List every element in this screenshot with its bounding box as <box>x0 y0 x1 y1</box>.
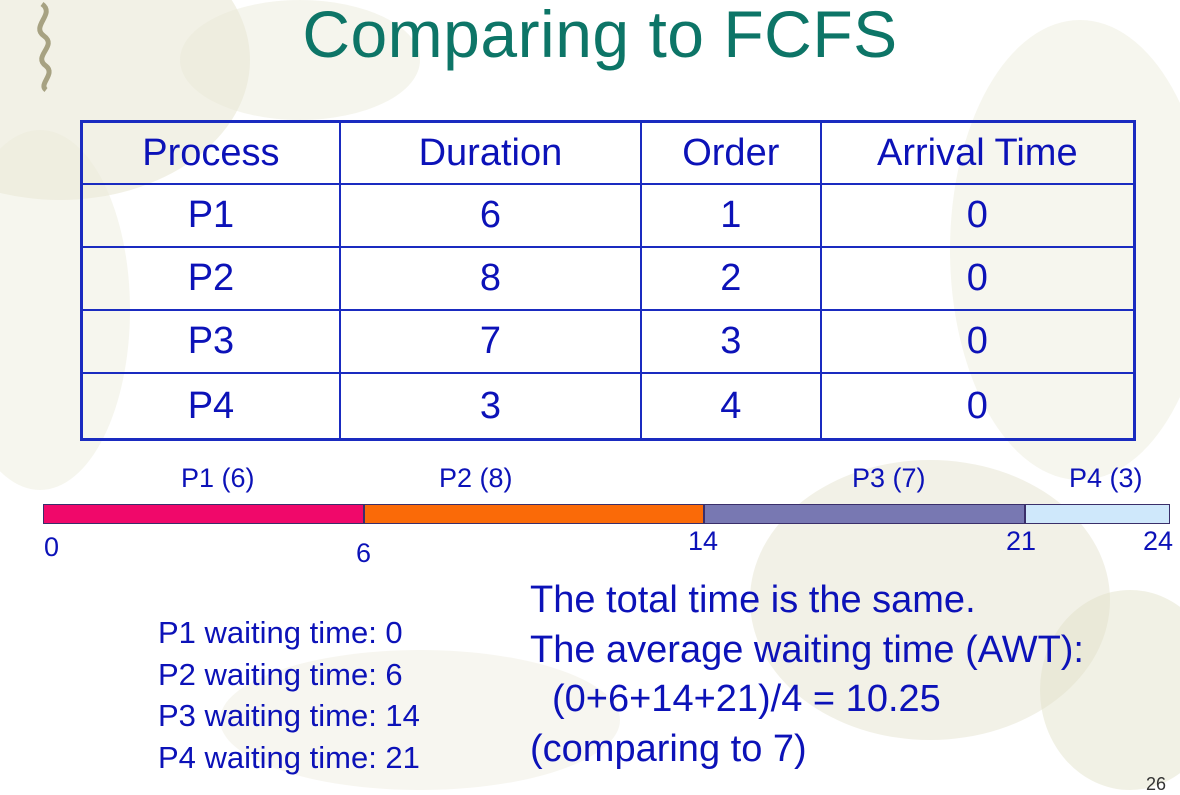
summary-text: The total time is the same. The average … <box>530 576 1084 774</box>
page-number: 26 <box>1146 774 1167 794</box>
table-row: P4 3 4 0 <box>80 372 1136 441</box>
table-cell: P3 <box>80 309 341 374</box>
column-header-order: Order <box>640 120 822 185</box>
table-cell: P2 <box>80 246 341 311</box>
waiting-times-list: P1 waiting time: 0 P2 waiting time: 6 P3… <box>158 612 420 778</box>
table-row: P1 6 1 0 <box>80 183 1136 248</box>
slide-title: Comparing to FCFS <box>302 0 898 71</box>
table-cell: P1 <box>80 183 341 248</box>
table-row: P2 8 2 0 <box>80 246 1136 311</box>
table-cell: 3 <box>338 372 643 441</box>
column-header-process: Process <box>80 120 341 185</box>
table-row: P3 7 3 0 <box>80 309 1136 374</box>
table-header-row: Process Duration Order Arrival Time <box>80 120 1136 185</box>
table-cell: 0 <box>819 309 1136 374</box>
table-cell: 6 <box>338 183 643 248</box>
column-header-arrival-time: Arrival Time <box>819 120 1136 185</box>
gantt-tick-24: 24 <box>1143 526 1174 556</box>
summary-line-1: The total time is the same. <box>530 579 976 621</box>
gantt-bar-p3 <box>704 504 1025 524</box>
summary-line-2: The average waiting time (AWT): <box>530 628 1084 671</box>
gantt-label-p4: P4 (3) <box>1069 463 1143 493</box>
table-cell: 0 <box>819 183 1136 248</box>
table-cell: 0 <box>819 372 1136 441</box>
list-item: P4 waiting time: 21 <box>158 739 420 775</box>
list-item: P1 waiting time: 0 <box>158 615 403 650</box>
summary-line-3: (0+6+14+21)/4 = 10.25 <box>552 678 941 720</box>
process-table: Process Duration Order Arrival Time P1 6… <box>80 120 1136 441</box>
gantt-bar-p1 <box>43 504 364 524</box>
gantt-tick-0: 0 <box>44 532 60 562</box>
table-cell: 2 <box>640 246 822 311</box>
table-cell: 8 <box>338 246 643 311</box>
gantt-tick-6: 6 <box>356 538 372 568</box>
table-cell: 3 <box>640 309 822 374</box>
gantt-bar-p4 <box>1025 504 1170 524</box>
summary-line-4: (comparing to 7) <box>530 727 807 770</box>
table-cell: 7 <box>338 309 643 374</box>
gantt-label-p2: P2 (8) <box>439 463 513 493</box>
column-header-duration: Duration <box>338 120 643 185</box>
gantt-tick-21: 21 <box>1006 526 1037 556</box>
table-cell: 4 <box>640 372 822 441</box>
list-item: P3 waiting time: 14 <box>158 698 420 733</box>
table-cell: 0 <box>819 246 1136 311</box>
gantt-label-p1: P1 (6) <box>181 463 255 493</box>
list-item: P2 waiting time: 6 <box>158 656 403 692</box>
gantt-bar-p2 <box>364 504 704 524</box>
table-cell: P4 <box>80 372 341 441</box>
gantt-tick-14: 14 <box>688 526 719 556</box>
gantt-label-p3: P3 (7) <box>852 463 926 493</box>
table-cell: 1 <box>640 183 822 248</box>
